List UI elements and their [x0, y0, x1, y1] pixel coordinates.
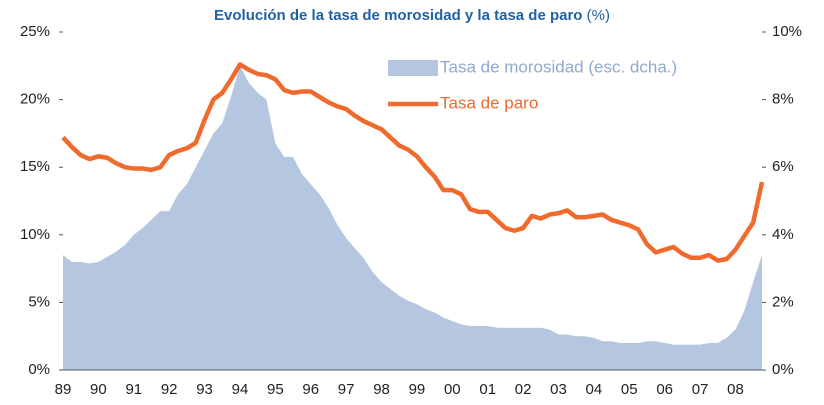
- x-tick-label: 02: [515, 381, 532, 398]
- y2-tick-label: 4%: [772, 226, 794, 243]
- x-tick-label: 90: [90, 381, 107, 398]
- legend-label: Tasa de morosidad (esc. dcha.): [440, 57, 677, 76]
- x-tick-label: 96: [302, 381, 319, 398]
- y-tick-label: 20%: [20, 91, 50, 108]
- chart-subtitle: (%): [587, 7, 610, 24]
- x-tick-label: 89: [55, 381, 72, 398]
- x-tick-label: 03: [550, 381, 567, 398]
- x-tick-label: 91: [125, 381, 142, 398]
- x-tick-label: 94: [232, 381, 249, 398]
- y2-tick-label: 2%: [772, 293, 794, 310]
- y-tick-label: 15%: [20, 158, 50, 175]
- legend-label: Tasa de paro: [440, 93, 538, 112]
- x-tick-label: 95: [267, 381, 284, 398]
- y-tick-label: 0%: [28, 361, 50, 378]
- y2-tick-label: 8%: [772, 91, 794, 108]
- x-tick-label: 98: [373, 381, 390, 398]
- y-tick-label: 5%: [28, 293, 50, 310]
- legend-swatch: [388, 60, 438, 76]
- x-tick-label: 07: [692, 381, 709, 398]
- y2-tick-label: 6%: [772, 158, 794, 175]
- x-tick-label: 08: [727, 381, 744, 398]
- y2-tick-label: 10%: [772, 23, 802, 40]
- x-tick-label: 04: [586, 381, 603, 398]
- y2-tick-label: 0%: [772, 361, 794, 378]
- area: [63, 65, 762, 371]
- y-tick-label: 10%: [20, 226, 50, 243]
- x-tick-label: 92: [161, 381, 178, 398]
- x-tick-label: 97: [338, 381, 355, 398]
- x-tick-label: 99: [409, 381, 426, 398]
- x-tick-label: 00: [444, 381, 461, 398]
- x-tick-label: 05: [621, 381, 638, 398]
- chart-title-group: Evolución de la tasa de morosidad y la t…: [214, 7, 610, 24]
- chart-title: Evolución de la tasa de morosidad y la t…: [214, 7, 582, 24]
- y-tick-label: 25%: [20, 23, 50, 40]
- x-tick-label: 06: [656, 381, 673, 398]
- x-tick-label: 01: [479, 381, 496, 398]
- line: [61, 62, 765, 263]
- x-tick-label: 93: [196, 381, 213, 398]
